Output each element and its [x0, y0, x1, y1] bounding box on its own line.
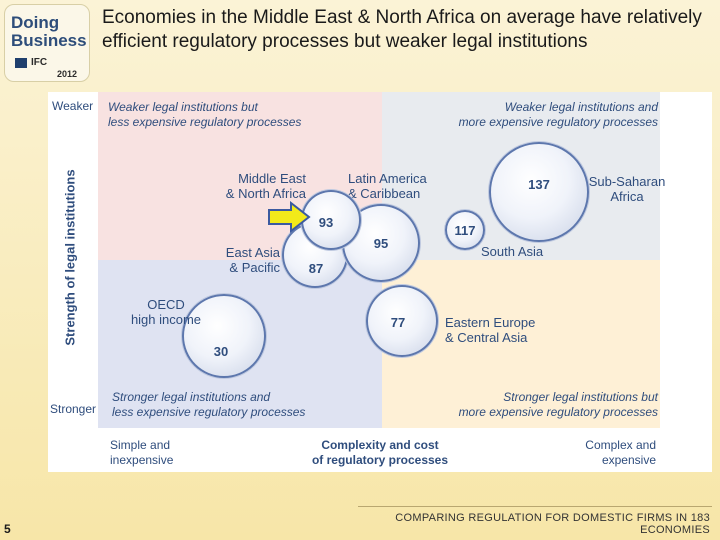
bubble-label-eastern-europe-central-asia: Eastern Europe & Central Asia — [445, 315, 536, 345]
quadrant-caption-bottom-left: Stronger legal institutions and less expe… — [112, 390, 306, 419]
bubble-value-south-asia: 117 — [454, 223, 476, 238]
bubble-label-latin-america-caribbean: Latin America & Caribbean — [348, 171, 427, 201]
footer-text: COMPARING REGULATION FOR DOMESTIC FIRMS … — [395, 512, 710, 536]
logo-year: 2012 — [57, 69, 78, 79]
slide-title: Economies in the Middle East & North Afr… — [102, 7, 702, 52]
y-axis-title: Strength of legal institutions — [62, 169, 78, 346]
logo-line1: Doing — [11, 13, 60, 32]
bubble-value-latin-america-caribbean: 95 — [373, 236, 389, 251]
doing-business-logo: Doing Business IFC 2012 — [4, 4, 90, 82]
bubble-label-sub-saharan-africa: Sub-Saharan Africa — [588, 174, 666, 204]
bubble-sub-saharan-africa — [489, 142, 589, 242]
chart-panel: Weaker legal institutions but less expens… — [48, 92, 712, 472]
bubble-south-asia — [445, 210, 485, 250]
bubble-label-oecd-high-income: OECD high income — [130, 297, 202, 327]
bubble-value-middle-east-north-africa: 93 — [318, 215, 334, 230]
x-axis-right-label: Complex and expensive — [585, 438, 656, 467]
bubble-oecd-high-income — [182, 294, 266, 378]
bubble-label-east-asia-pacific: East Asia & Pacific — [225, 245, 280, 275]
x-axis-left-label: Simple and inexpensive — [110, 438, 174, 467]
slide-number: 5 — [4, 522, 11, 536]
bubble-label-south-asia: South Asia — [481, 244, 544, 259]
bubble-value-eastern-europe-central-asia: 77 — [390, 315, 406, 330]
quadrant-caption-bottom-right: Stronger legal institutions but more expe… — [458, 390, 658, 419]
y-axis-top-label: Weaker — [52, 99, 94, 113]
logo-org: IFC — [31, 57, 48, 68]
x-axis-title: Complexity and cost of regulatory process… — [311, 438, 449, 467]
y-axis-bottom-label: Stronger — [50, 402, 97, 416]
bubble-value-oecd-high-income: 30 — [213, 344, 229, 359]
bubble-label-middle-east-north-africa: Middle East & North Africa — [225, 171, 306, 201]
bubble-value-sub-saharan-africa: 137 — [528, 177, 550, 192]
bubble-middle-east-north-africa — [301, 190, 361, 250]
bubble-eastern-europe-central-asia — [366, 285, 438, 357]
world-bank-mark-icon — [15, 58, 27, 68]
highlight-arrow-icon — [268, 201, 311, 233]
footer-divider — [358, 506, 712, 507]
quadrant-caption-top-right: Weaker legal institutions and more expens… — [458, 100, 658, 129]
bubble-value-east-asia-pacific: 87 — [308, 261, 324, 276]
logo-line2: Business — [11, 31, 87, 50]
quadrant-caption-top-left: Weaker legal institutions but less expens… — [108, 100, 302, 129]
